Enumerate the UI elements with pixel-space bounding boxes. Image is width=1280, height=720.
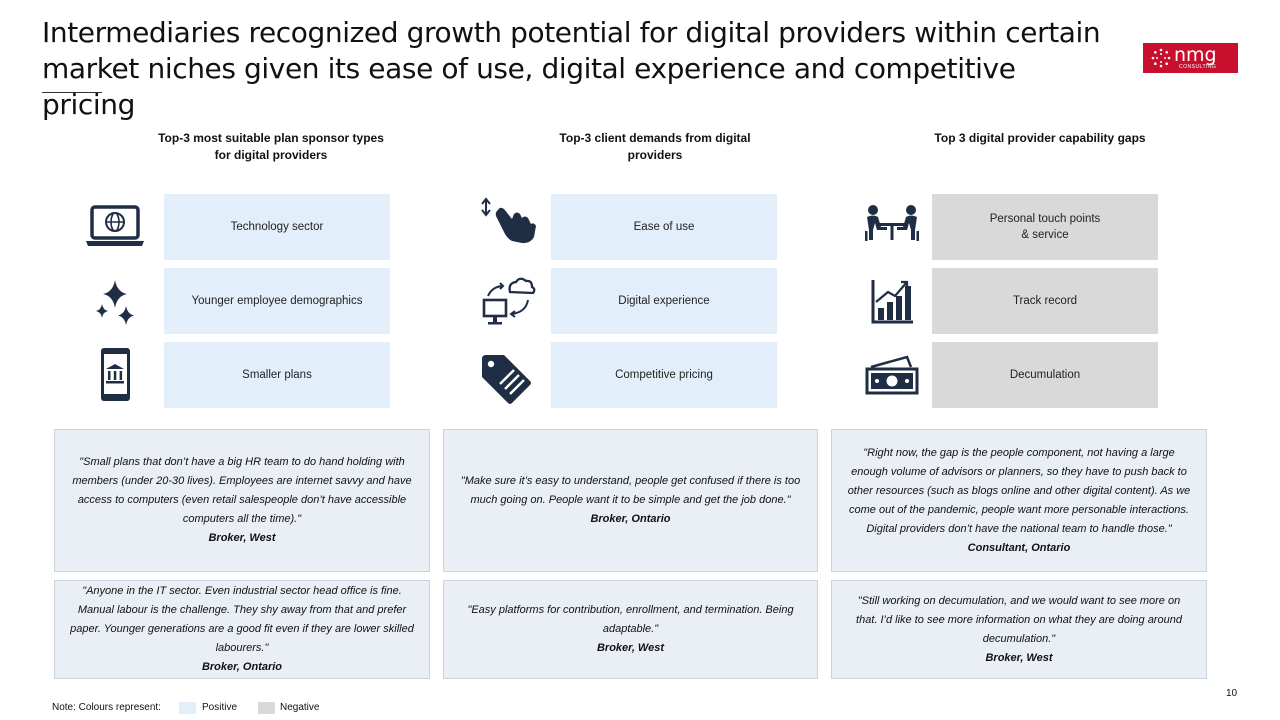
quote-card: "Anyone in the IT sector. Even industria… <box>54 580 430 679</box>
phone-bank-icon <box>101 348 130 401</box>
quote-text: "Right now, the gap is the people compon… <box>847 446 1191 535</box>
column-2-heading-line-1: Top-3 client demands from digital <box>559 131 751 145</box>
title-underline <box>42 92 102 93</box>
column-3-heading-line-1: Top 3 digital provider capability gaps <box>934 131 1146 145</box>
quote-author: Broker, West <box>985 651 1053 664</box>
quote-author: Broker, Ontario <box>201 661 283 673</box>
logo-subtitle: CONSULTING <box>1179 64 1217 70</box>
page-title: Intermediaries recognized growth potenti… <box>42 15 1102 123</box>
quote-text: "Easy platforms for contribution, enroll… <box>467 604 794 635</box>
quote-card: "Easy platforms for contribution, enroll… <box>443 580 818 679</box>
quote-card: "Still working on decumulation, and we w… <box>831 580 1207 679</box>
client-demand-item-competitive-pricing: Competitive pricing <box>551 342 777 408</box>
item-label: Competitive pricing <box>615 369 713 381</box>
quote-card: "Make sure it’s easy to understand, peop… <box>443 429 818 572</box>
legend-positive-swatch <box>179 702 196 714</box>
client-demand-item-ease-of-use: Ease of use <box>551 194 777 260</box>
legend-negative-swatch <box>258 702 275 714</box>
quote-text: "Make sure it’s easy to understand, peop… <box>460 475 801 506</box>
column-1-heading-line-1: Top-3 most suitable plan sponsor types <box>158 131 384 145</box>
item-label: Decumulation <box>1009 369 1081 381</box>
title-line-2: market niches given its ease of use, dig… <box>42 52 1016 121</box>
column-2-heading: Top-3 client demands from digital provid… <box>530 130 780 164</box>
quote-author: Consultant, Ontario <box>967 541 1071 554</box>
meeting-table-icon <box>865 205 919 241</box>
legend-positive-label: Positive <box>202 702 238 713</box>
nmg-logo: nmg CONSULTING <box>1143 43 1238 73</box>
plan-sponsor-item-technology-sector: Technology sector <box>164 194 390 260</box>
item-label: Technology sector <box>230 221 324 233</box>
legend-negative-label: Negative <box>280 702 320 713</box>
cash-icon <box>865 355 919 395</box>
sparkles-icon <box>96 280 134 325</box>
page-number: 10 <box>1226 688 1238 699</box>
column-1-heading-line-2: for digital providers <box>214 148 328 162</box>
price-tag-icon <box>482 355 531 404</box>
quote-author: Broker, Ontario <box>590 513 671 525</box>
capability-gap-item-track-record: Track record <box>932 268 1158 334</box>
client-demand-item-digital-experience: Digital experience <box>551 268 777 334</box>
hand-tap-icon <box>481 197 536 244</box>
logo-burst-icon <box>1151 48 1171 68</box>
quote-author: Broker, West <box>208 532 276 544</box>
logo-wordmark: nmg <box>1174 44 1217 66</box>
item-label: Ease of use <box>633 221 695 233</box>
cloud-monitor-icon <box>482 277 536 325</box>
title-line-1: Intermediaries recognized growth potenti… <box>42 16 1101 49</box>
item-label-line-1: Personal touch points <box>989 213 1101 225</box>
item-label: Digital experience <box>618 295 710 307</box>
column-3-heading: Top 3 digital provider capability gaps <box>905 130 1175 147</box>
legend-note: Note: Colours represent: <box>52 702 161 713</box>
capability-gap-item-personal-touch-points: Personal touch points & service <box>932 194 1158 260</box>
column-1-heading: Top-3 most suitable plan sponsor types f… <box>140 130 402 164</box>
capability-gap-item-decumulation: Decumulation <box>932 342 1158 408</box>
column-2-heading-line-2: providers <box>627 148 683 162</box>
plan-sponsor-item-younger-employees: Younger employee demographics <box>164 268 390 334</box>
item-label-line-2: & service <box>1021 229 1069 241</box>
item-label: Track record <box>1012 295 1078 307</box>
laptop-globe-icon <box>86 205 144 246</box>
quote-text: "Anyone in the IT sector. Even industria… <box>70 585 414 654</box>
plan-sponsor-item-smaller-plans: Smaller plans <box>164 342 390 408</box>
quote-text: "Small plans that don’t have a big HR te… <box>72 456 412 525</box>
quote-card: "Small plans that don’t have a big HR te… <box>54 429 430 572</box>
quote-author: Broker, West <box>596 642 665 654</box>
item-label: Younger employee demographics <box>191 295 363 307</box>
quote-card: "Right now, the gap is the people compon… <box>831 429 1207 572</box>
bar-chart-icon <box>871 280 913 324</box>
quote-text: "Still working on decumulation, and we w… <box>856 594 1182 645</box>
item-label: Smaller plans <box>242 369 312 381</box>
